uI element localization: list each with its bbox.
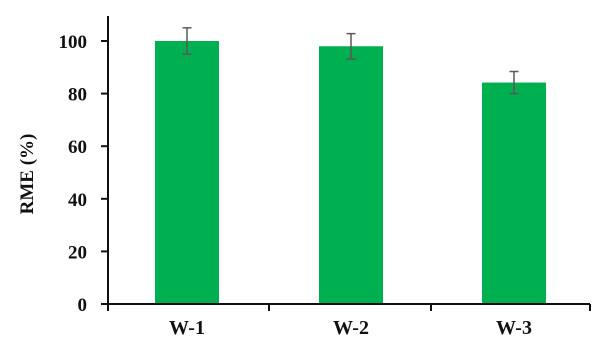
error-bar-w-1: [182, 27, 192, 55]
x-category-label-w-2: W-2: [333, 317, 369, 339]
y-axis-title: RME (%): [17, 134, 38, 215]
y-tick-label-100: 100: [59, 32, 88, 53]
error-bar-w-2: [346, 32, 356, 60]
y-tick-label-40: 40: [68, 190, 87, 211]
x-category-label-w-1: W-1: [169, 317, 205, 339]
y-tick-label-80: 80: [68, 85, 87, 106]
bar-w-1: [155, 41, 219, 304]
y-tick-label-60: 60: [68, 137, 87, 158]
y-tick-label-20: 20: [68, 242, 87, 263]
bar-w-3: [482, 82, 546, 304]
plot-area: 0 20 40 60 80 100 W-1 W-2 W-3: [59, 16, 591, 339]
error-bar-w-3: [509, 70, 519, 95]
bar-w-2: [319, 46, 383, 304]
y-tick-label-0: 0: [78, 295, 88, 316]
x-category-label-w-3: W-3: [496, 317, 532, 339]
